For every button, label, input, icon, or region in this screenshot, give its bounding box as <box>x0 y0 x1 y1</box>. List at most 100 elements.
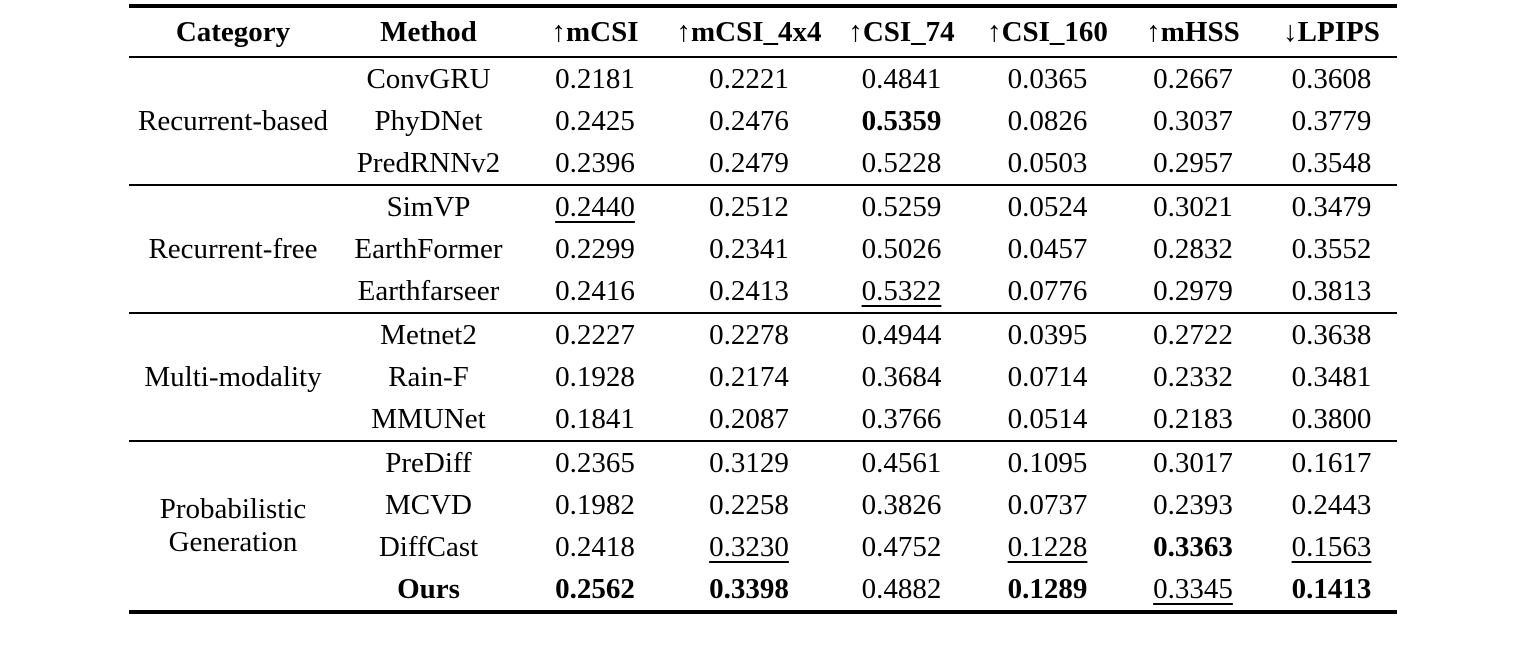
value-cell: 0.4944 <box>828 312 975 356</box>
value-text: 0.0514 <box>1007 402 1088 435</box>
value-cell: 0.0395 <box>975 312 1120 356</box>
value-text: 0.2365 <box>555 446 635 479</box>
value-cell: 0.1617 <box>1266 440 1397 484</box>
value-cell: 0.2476 <box>670 100 828 142</box>
value-cell: 0.2832 <box>1120 228 1266 270</box>
value-text: 0.1563 <box>1291 530 1372 563</box>
value-cell: 0.3481 <box>1266 356 1397 398</box>
value-text: 0.3548 <box>1291 146 1372 179</box>
value-cell: 0.2443 <box>1266 484 1397 526</box>
value-cell: 0.0457 <box>975 228 1120 270</box>
value-cell: 0.1413 <box>1266 568 1397 612</box>
value-text: 0.3800 <box>1291 402 1372 435</box>
value-text: 0.3638 <box>1291 318 1372 351</box>
value-text: 0.3017 <box>1153 446 1233 479</box>
value-cell: 0.2418 <box>520 526 670 568</box>
value-text: 0.3608 <box>1291 62 1372 95</box>
value-cell: 0.1289 <box>975 568 1120 612</box>
value-cell: 0.4752 <box>828 526 975 568</box>
method-cell: DiffCast <box>378 530 479 563</box>
method-cell: Ours <box>397 572 460 605</box>
value-cell: 0.1228 <box>975 526 1120 568</box>
value-cell: 0.3813 <box>1266 270 1397 313</box>
table-row: Earthfarseer 0.2416 0.2413 0.5322 0.0776 0.29… <box>129 270 1397 313</box>
value-text: 0.3813 <box>1291 274 1372 307</box>
value-text: 0.5228 <box>861 146 942 179</box>
method-cell: PhyDNet <box>374 104 483 137</box>
column-header-csi-160: ↑CSI_160 <box>975 6 1120 58</box>
column-header-lpips: ↓LPIPS <box>1266 6 1397 58</box>
value-cell: 0.1982 <box>520 484 670 526</box>
value-text: 0.2832 <box>1153 232 1233 265</box>
value-cell: 0.0514 <box>975 398 1120 441</box>
value-text: 0.3021 <box>1153 190 1233 223</box>
value-text: 0.2512 <box>709 190 789 223</box>
table-row: Recurrent-free SimVP 0.2440 0.2512 0.5259 0.0… <box>129 184 1397 313</box>
value-cell: 0.3345 <box>1120 568 1266 612</box>
value-text: 0.2258 <box>709 488 789 521</box>
value-text: 0.2396 <box>555 146 635 179</box>
value-cell: 0.2181 <box>520 57 670 100</box>
value-text: 0.2722 <box>1153 318 1233 351</box>
value-cell: 0.0776 <box>975 270 1120 313</box>
value-cell: 0.0524 <box>975 184 1120 228</box>
value-text: 0.2227 <box>555 318 635 351</box>
results-table-container: Category Method ↑mCSI ↑mCSI_4x4 ↑CSI_74 … <box>129 4 1397 614</box>
value-text: 0.2416 <box>555 274 635 307</box>
results-table: Category Method ↑mCSI ↑mCSI_4x4 ↑CSI_74 … <box>129 4 1397 614</box>
value-text: 0.3398 <box>709 572 789 605</box>
value-text: 0.5359 <box>861 104 942 137</box>
value-cell: 0.2722 <box>1120 312 1266 356</box>
method-cell: SimVP <box>337 184 520 228</box>
value-cell: 0.0737 <box>975 484 1120 526</box>
column-header-method: Method <box>337 6 520 58</box>
value-text: 0.2221 <box>709 62 789 95</box>
value-text: 0.0457 <box>1007 232 1088 265</box>
table-row: Rain-F 0.1928 0.2174 0.3684 0.0714 0.2332 0.34… <box>129 356 1397 398</box>
value-text: 0.0737 <box>1007 488 1088 521</box>
value-text: 0.2087 <box>709 402 789 435</box>
method-cell: Earthfarseer <box>357 274 500 307</box>
value-text: 0.2443 <box>1291 488 1372 521</box>
value-cell: 0.2332 <box>1120 356 1266 398</box>
value-text: 0.1841 <box>555 402 635 435</box>
value-text: 0.3684 <box>861 360 942 393</box>
value-cell: 0.2413 <box>670 270 828 313</box>
value-text: 0.3826 <box>861 488 942 521</box>
method-cell: MMUNet <box>371 402 486 435</box>
value-cell: 0.2425 <box>520 100 670 142</box>
value-text: 0.2979 <box>1153 274 1233 307</box>
table-row: Ours 0.2562 0.3398 0.4882 0.1289 0.3345 0.1413 <box>129 568 1397 612</box>
value-cell: 0.5026 <box>828 228 975 270</box>
value-cell: 0.2227 <box>520 312 670 356</box>
value-cell: 0.2440 <box>520 184 670 228</box>
value-text: 0.1928 <box>555 360 635 393</box>
table-row: PredRNNv2 0.2396 0.2479 0.5228 0.0503 0.2957 0… <box>129 142 1397 185</box>
category-cell: Multi-modality <box>129 312 337 441</box>
value-text: 0.3230 <box>709 530 789 563</box>
value-text: 0.2425 <box>555 104 635 137</box>
method-cell: PredRNNv2 <box>356 146 501 179</box>
value-cell: 0.1095 <box>975 440 1120 484</box>
column-header-csi-74: ↑CSI_74 <box>828 6 975 58</box>
value-cell: 0.3230 <box>670 526 828 568</box>
value-cell: 0.0714 <box>975 356 1120 398</box>
value-text: 0.0503 <box>1007 146 1088 179</box>
value-cell: 0.3548 <box>1266 142 1397 185</box>
value-text: 0.0395 <box>1007 318 1088 351</box>
value-text: 0.4561 <box>861 446 942 479</box>
value-text: 0.2278 <box>709 318 789 351</box>
value-cell: 0.3037 <box>1120 100 1266 142</box>
value-text: 0.3363 <box>1153 530 1233 563</box>
value-cell: 0.3826 <box>828 484 975 526</box>
value-text: 0.4882 <box>861 572 942 605</box>
table-row: DiffCast 0.2418 0.3230 0.4752 0.1228 0.3363 0.… <box>129 526 1397 568</box>
column-header-mhss: ↑mHSS <box>1120 6 1266 58</box>
table-row: MMUNet 0.1841 0.2087 0.3766 0.0514 0.2183 0.38… <box>129 398 1397 441</box>
value-text: 0.2332 <box>1153 360 1233 393</box>
value-cell: 0.2258 <box>670 484 828 526</box>
value-text: 0.2181 <box>555 62 635 95</box>
value-text: 0.5026 <box>861 232 942 265</box>
value-text: 0.2341 <box>709 232 789 265</box>
value-text: 0.3481 <box>1291 360 1372 393</box>
